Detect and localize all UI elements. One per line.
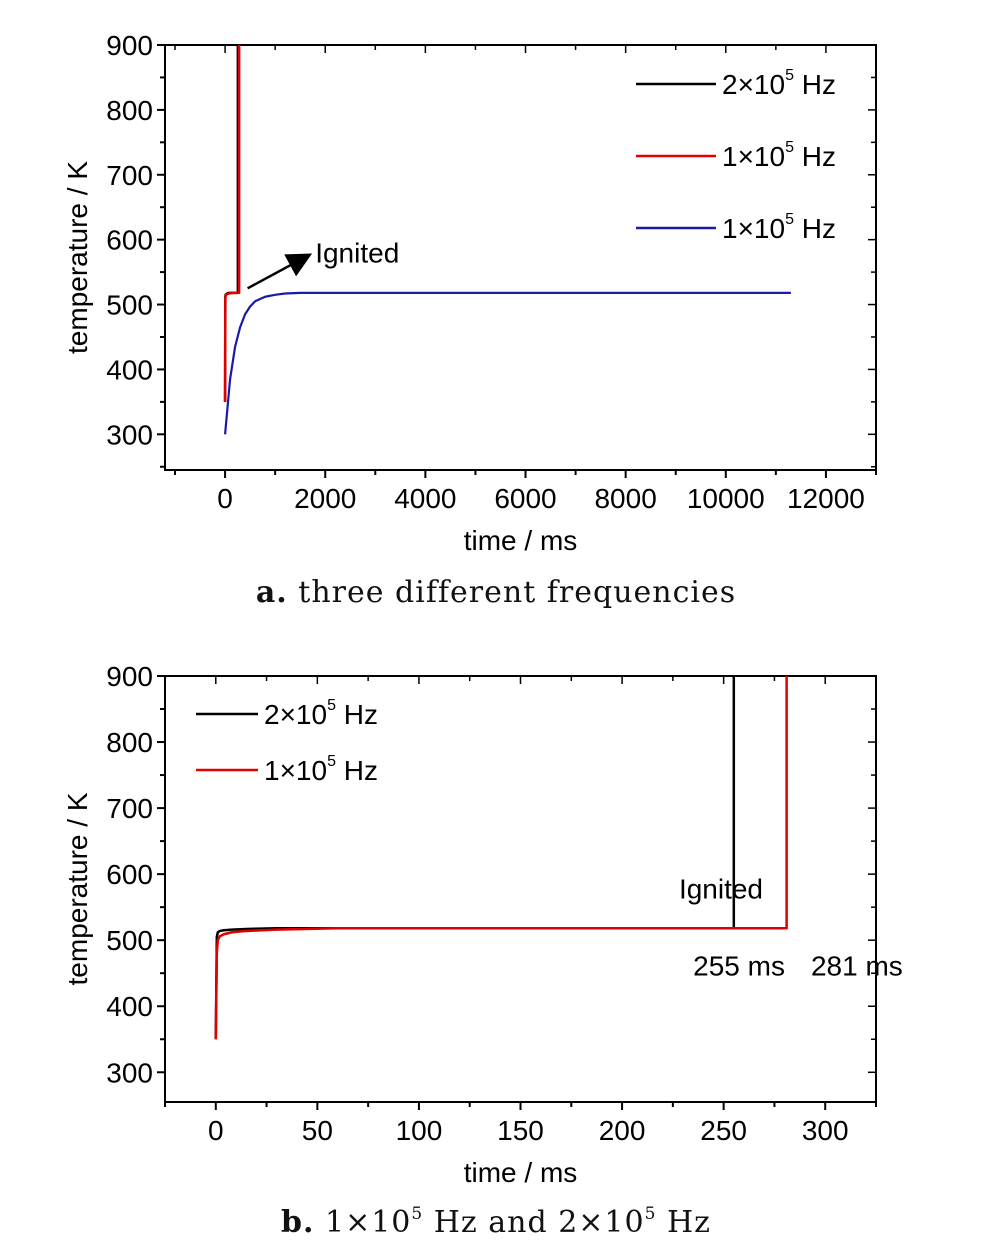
series-line-1 [214, 676, 736, 1040]
y-tick-label: 700 [106, 160, 153, 191]
x-tick-label: 100 [396, 1115, 443, 1146]
legend-label-1: 2×105 Hz [722, 67, 836, 100]
x-tick-label: 2000 [294, 483, 356, 514]
y-axis-label: temperature / K [62, 161, 93, 354]
y-axis-label: temperature / K [62, 792, 93, 985]
y-tick-label: 500 [106, 925, 153, 956]
y-tick-label: 300 [106, 419, 153, 450]
y-tick-label: 400 [106, 354, 153, 385]
x-tick-label: 4000 [394, 483, 456, 514]
plot-frame [164, 675, 877, 1103]
legend-label-3: 1×105 Hz [722, 211, 836, 244]
x-tick-label: 8000 [594, 483, 656, 514]
x-tick-label: 250 [700, 1115, 747, 1146]
caption-b: b. 1×105 Hz and 2×105 Hz [281, 1204, 711, 1240]
y-tick-label: 700 [106, 793, 153, 824]
x-tick-label: 12000 [787, 483, 865, 514]
x-tick-label: 150 [497, 1115, 544, 1146]
series-line-2 [223, 45, 241, 402]
legend-label-2: 1×105 Hz [722, 139, 836, 172]
chart-b: 0 50 100 150 200 250 300 300 400 500 600 700 800 900 t… [62, 661, 903, 1240]
x-tick-label: 300 [802, 1115, 849, 1146]
y-tick-label: 800 [106, 727, 153, 758]
legend-label-2: 1×105 Hz [264, 753, 378, 786]
x-tick-label: 6000 [494, 483, 556, 514]
annotation-2: 255 ms [693, 950, 785, 981]
annotation-1: Ignited [679, 874, 763, 905]
y-tick-label: 600 [106, 859, 153, 890]
x-tick-label: 10000 [687, 483, 765, 514]
ignited-arrow [247, 253, 313, 290]
caption-a: a. three different frequencies [256, 575, 736, 610]
plot-frame [164, 44, 877, 471]
y-tick-label: 400 [106, 991, 153, 1022]
y-tick-label: 500 [106, 290, 153, 321]
y-tick-label: 900 [106, 661, 153, 692]
x-axis-label: time / ms [464, 525, 578, 556]
x-tick-label: 200 [599, 1115, 646, 1146]
series-line-2 [214, 676, 788, 1040]
x-tick-label: 0 [217, 483, 233, 514]
series-line-3 [223, 291, 791, 435]
chart-a: 0 2000 4000 6000 8000 10000 12000 300 400 500 600 7… [62, 30, 877, 610]
x-tick-label: 50 [302, 1115, 333, 1146]
y-tick-label: 600 [106, 225, 153, 256]
ignited-annotation: Ignited [315, 238, 399, 269]
y-tick-label: 300 [106, 1057, 153, 1088]
legend-label-1: 2×105 Hz [264, 697, 378, 730]
x-tick-label: 0 [208, 1115, 224, 1146]
x-axis-label: time / ms [464, 1157, 578, 1188]
y-tick-label: 900 [106, 30, 153, 61]
y-tick-label: 800 [106, 95, 153, 126]
annotation-3: 281 ms [811, 950, 903, 981]
